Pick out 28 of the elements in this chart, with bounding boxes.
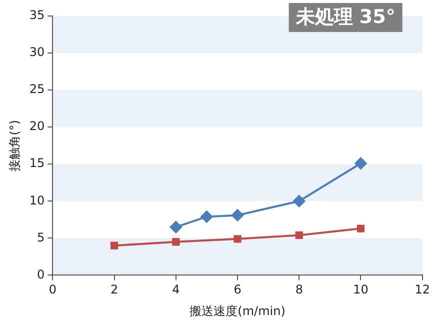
x-tick-label: 6 [234,282,242,297]
x-tick-label: 10 [353,282,368,297]
y-tick-label: 30 [29,45,45,60]
y-tick-label: 10 [29,193,45,208]
point [172,238,180,246]
point [295,231,303,240]
x-tick-label: 2 [110,282,118,297]
x-tick-label: 0 [48,282,56,297]
y-tick-label: 15 [29,156,45,170]
point [110,242,118,250]
point [356,224,365,232]
point [354,157,367,170]
point [293,195,306,208]
x-axis-title: 搬送速度(m/min) [190,304,286,318]
point [234,235,242,243]
point [170,221,182,234]
annotation: 未処理 35° [294,6,396,28]
x-tick-label: 8 [295,282,303,297]
y-tick-label: 25 [29,82,45,96]
y-tick-label: 20 [29,119,45,134]
x-tick-label: 4 [172,282,180,297]
x-tick-label: 12 [414,282,430,297]
point [232,209,244,222]
y-tick-label: 0 [37,267,45,282]
point [200,210,213,223]
y-tick-label: 5 [37,230,45,244]
y-tick-label: 35 [29,8,45,22]
y-axis-title: 接触角(°) [7,120,22,172]
